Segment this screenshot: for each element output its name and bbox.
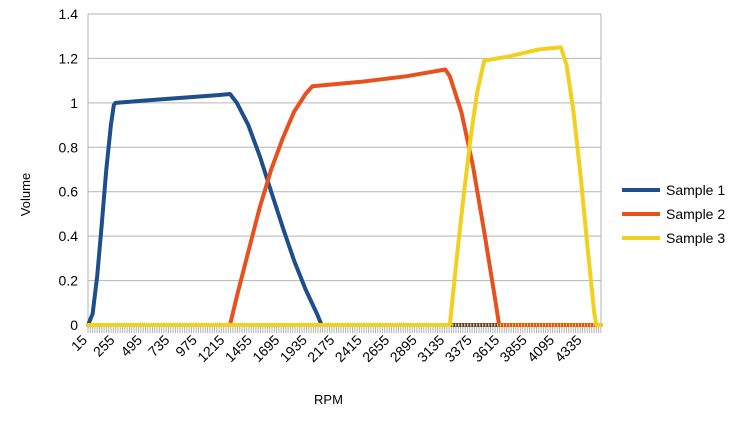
y-tick-label: 0.4	[59, 228, 79, 244]
x-axis-title: RPM	[314, 392, 343, 407]
axis-layer	[87, 14, 602, 333]
x-tick-label: 4095	[524, 332, 557, 365]
series-layer	[86, 45, 603, 327]
x-tick-label: 4335	[551, 332, 584, 365]
x-tick-label: 2415	[332, 332, 365, 365]
y-tick-label: 1	[70, 95, 78, 111]
x-tick-label: 3135	[414, 332, 447, 365]
x-tick-label: 1455	[222, 332, 255, 365]
x-tick-label: 495	[117, 332, 145, 360]
x-tick-label: 1695	[249, 332, 282, 365]
x-tick-label: 2895	[387, 332, 420, 365]
series-line-3	[86, 45, 603, 327]
x-tick-label: 3615	[469, 332, 502, 365]
x-tick-label: 1215	[194, 332, 227, 365]
grid-layer	[88, 13, 601, 326]
series-line-2	[86, 67, 603, 327]
series-line-1	[86, 92, 603, 327]
x-tick-label: 3375	[442, 332, 475, 365]
legend-label-2: Sample 2	[666, 206, 725, 222]
legend-label-1: Sample 1	[666, 182, 725, 198]
y-tick-label: 0.6	[59, 184, 79, 200]
y-tick-label: 0.2	[59, 273, 79, 289]
x-tick-label: 1935	[277, 332, 310, 365]
y-tick-label: 0.8	[59, 139, 79, 155]
x-tick-label: 15	[68, 332, 90, 354]
y-tick-label: 1.2	[59, 50, 79, 66]
x-tick-label: 2175	[304, 332, 337, 365]
x-tick-label: 2655	[359, 332, 392, 365]
y-axis-title: Volume	[18, 173, 33, 216]
x-tick-label: 3855	[496, 332, 529, 365]
y-tick-label: 1.4	[59, 6, 79, 22]
legend-label-3: Sample 3	[666, 230, 725, 246]
y-tick-label: 0	[70, 317, 78, 333]
legend: Sample 1 Sample 2 Sample 3	[622, 182, 725, 246]
x-tick-label: 255	[90, 332, 118, 360]
x-tick-label: 735	[145, 332, 173, 360]
